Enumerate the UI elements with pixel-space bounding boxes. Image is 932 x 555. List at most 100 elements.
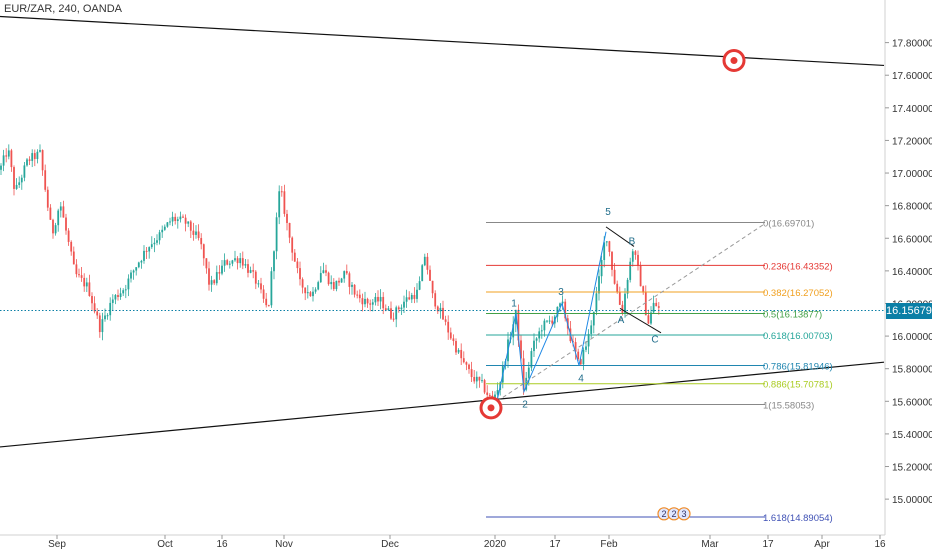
candle [397,305,400,313]
candle-body [26,159,28,166]
lower-support-trendline [0,361,885,448]
candle-body [247,264,249,273]
candle [200,233,203,250]
candle-body [122,290,125,294]
candle [564,298,567,322]
candle-body [317,282,320,290]
candle-body [140,260,143,263]
candle-body [613,269,616,284]
price-tick-label: 15.20000 [892,463,932,474]
candle-body [231,260,234,264]
candle-body [540,330,543,332]
candle [338,277,340,286]
candle-body [143,250,145,261]
candle [585,341,587,353]
candle [343,270,346,283]
candle-body [228,263,231,265]
candle-body [192,230,195,235]
candle [265,292,268,308]
candle-body [75,264,78,275]
candle [410,292,413,303]
candle [221,259,223,276]
candle-body [517,309,520,341]
candle [171,211,174,227]
candle [475,371,478,389]
candle [637,250,639,271]
candle [15,178,18,190]
candle [452,334,455,346]
candle [611,250,613,277]
candle-body [182,216,184,218]
candle-body [280,191,283,193]
candle [91,292,93,310]
candle [33,149,36,167]
candle-body [392,318,395,320]
candle [176,216,179,229]
candle [124,284,127,299]
price-tick-label: 15.60000 [892,397,932,408]
candle-body [481,380,483,382]
candle-body [488,394,491,396]
candle [605,241,608,247]
candle [304,287,307,301]
candle [418,276,421,291]
candle-body [551,320,554,324]
candle-body [397,307,400,310]
candle-body [452,338,455,342]
candle-body [535,338,538,341]
candle [462,351,465,364]
candle-body [322,270,325,274]
candle [434,290,437,310]
candle [96,308,99,319]
candle-body [163,226,166,230]
upper-target-marker [722,49,746,73]
candle-body [403,301,405,308]
candle-body [236,258,239,264]
candle [423,253,426,267]
candle-body [475,376,478,382]
candle [205,258,208,274]
candle-body [527,367,530,378]
candle [5,148,8,163]
candle-body [36,151,39,159]
target-dot [487,404,495,412]
candle [470,361,473,383]
price-tick-label: 15.40000 [892,430,932,441]
candle [444,315,447,326]
symbol-label: EUR/ZAR, 240, OANDA [4,3,122,15]
time-tick-label: 17 [549,539,561,550]
candle-body [533,340,535,352]
candle [478,376,481,388]
candle-body [345,271,348,274]
candle-body [434,293,437,307]
candle-body [234,258,236,261]
candle-body [31,153,34,161]
candle-body [473,377,476,382]
fib-level-label: 0.382(16.27052) [763,288,833,299]
candle-body [187,221,190,224]
candle [75,259,78,278]
candle-body [364,298,366,305]
candle-body [486,392,489,395]
candle-body [626,279,629,294]
time-tick-label: Nov [275,539,293,550]
candle-body [67,230,70,242]
candle-body [85,282,88,287]
candle [447,315,450,340]
candle-body [23,165,26,178]
candle [348,271,351,295]
candle [106,313,109,320]
candle [267,304,270,307]
candle-body [213,280,216,284]
candle-body [652,302,655,313]
candle [299,261,301,286]
candle [405,289,408,308]
candle [169,217,171,226]
candle-body [611,251,613,270]
time-tick-label: Apr [814,539,830,550]
correction-label: A [618,315,625,326]
event-marker-label: 2 [661,509,666,519]
candle-body [93,303,96,312]
candle [260,277,262,294]
